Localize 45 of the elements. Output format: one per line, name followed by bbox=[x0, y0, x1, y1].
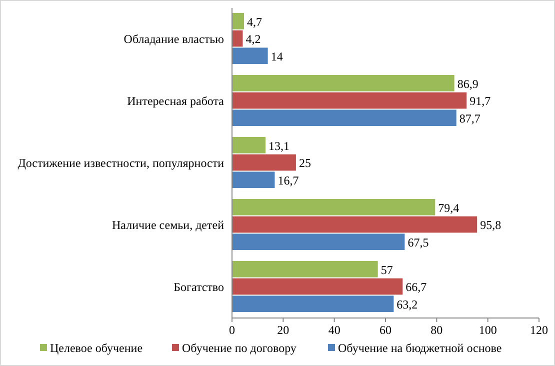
legend-label: Целевое обучение bbox=[50, 341, 143, 356]
data-label: 87,7 bbox=[459, 112, 480, 126]
x-tick-label: 60 bbox=[380, 323, 392, 337]
data-label: 13,1 bbox=[268, 138, 290, 153]
x-tick-label: 120 bbox=[530, 323, 548, 337]
y-tick-label: Богатство bbox=[174, 280, 224, 294]
x-tick-label: 80 bbox=[430, 323, 443, 337]
bar bbox=[232, 260, 378, 278]
bar bbox=[232, 30, 243, 47]
bar bbox=[232, 198, 436, 216]
x-tick-label: 0 bbox=[229, 323, 235, 337]
y-tick-label: Обладание властью bbox=[124, 32, 224, 46]
data-label: 25 bbox=[298, 156, 311, 170]
bar bbox=[232, 74, 454, 92]
x-tick-label: 20 bbox=[277, 323, 290, 337]
data-label: 67,5 bbox=[408, 236, 429, 250]
data-label: 86,9 bbox=[457, 76, 478, 91]
y-tick-label: Интересная работа bbox=[127, 94, 225, 108]
data-label: 91,7 bbox=[470, 94, 491, 108]
data-label: 79,4 bbox=[438, 200, 460, 215]
legend-label: Обучение на бюджетной основе bbox=[338, 341, 502, 356]
bar bbox=[232, 278, 403, 295]
data-label: 63,2 bbox=[396, 298, 418, 312]
data-label: 4,2 bbox=[246, 32, 261, 46]
bar bbox=[232, 92, 467, 109]
y-tick-label: Достижение известности, популярности bbox=[18, 156, 225, 170]
bar bbox=[232, 154, 296, 171]
bar bbox=[232, 172, 275, 188]
bar bbox=[232, 296, 394, 312]
data-label: 57 bbox=[380, 262, 393, 277]
data-label: 14 bbox=[270, 50, 283, 64]
data-label: 66,7 bbox=[406, 280, 427, 294]
bar bbox=[232, 216, 478, 233]
bar bbox=[232, 48, 268, 64]
bar bbox=[232, 12, 244, 30]
legend-label: Обучение по договору bbox=[182, 341, 296, 356]
bar bbox=[232, 136, 266, 154]
data-label: 4,7 bbox=[247, 14, 262, 29]
bar bbox=[232, 234, 405, 250]
x-tick-label: 100 bbox=[478, 323, 497, 337]
bar bbox=[232, 110, 456, 126]
data-label: 95,8 bbox=[480, 218, 502, 232]
data-label: 16,7 bbox=[278, 174, 299, 188]
y-tick-label: Наличие семьи, детей bbox=[112, 218, 225, 232]
x-tick-label: 40 bbox=[328, 323, 340, 337]
